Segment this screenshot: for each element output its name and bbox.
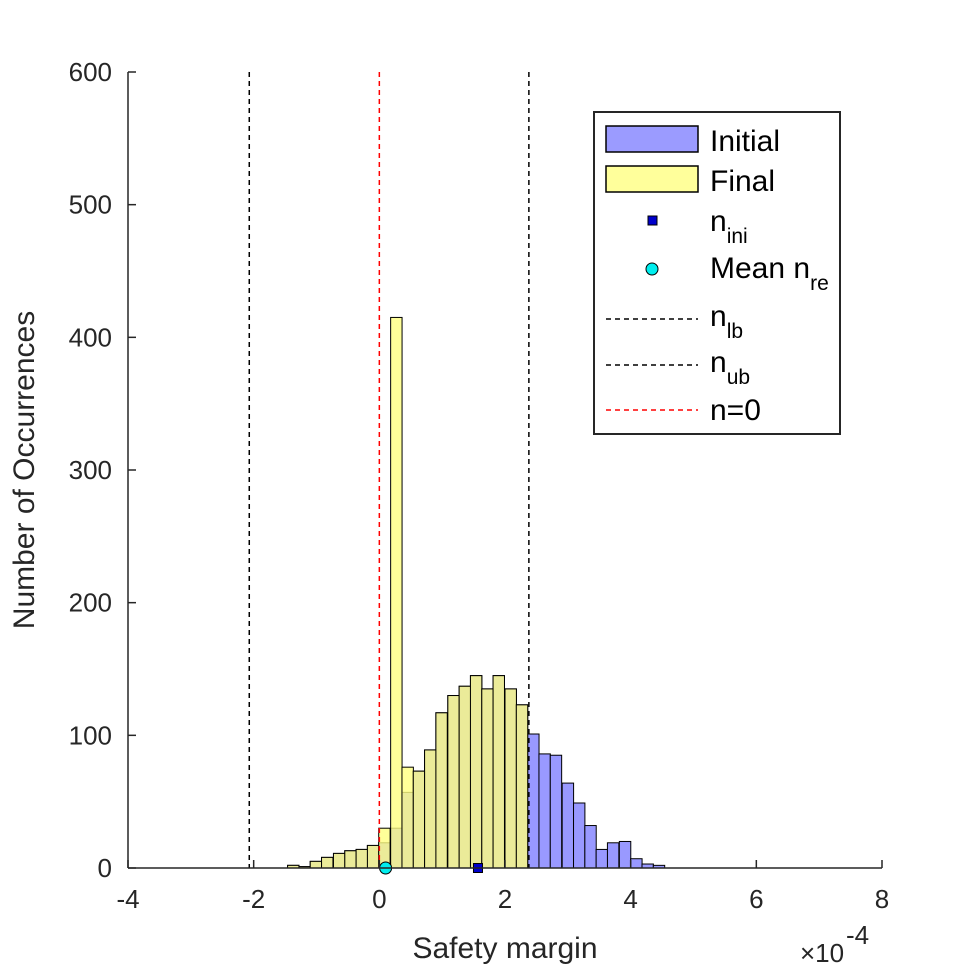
x-tick-label: -2: [242, 884, 265, 914]
x-tick-label: 2: [498, 884, 512, 914]
bar-final-9: [390, 316, 403, 869]
y-tick-label: 0: [98, 853, 112, 883]
bar-initial-26: [584, 825, 597, 869]
legend: Initial Final nini Mean nre nlb nub n=0: [593, 111, 841, 435]
legend-label-initial: Initial: [710, 125, 780, 158]
bar-final-11: [412, 770, 426, 869]
bar-initial-24: [561, 782, 575, 869]
y-tick-label: 100: [69, 720, 112, 750]
bar-final-2: [309, 860, 323, 869]
legend-label-n-ini: nini: [710, 205, 748, 248]
bar-final-19: [504, 688, 517, 869]
bar-initial-30: [630, 858, 643, 869]
x-tick-label: 4: [623, 884, 637, 914]
bar-final-6: [355, 848, 369, 869]
y-axis-title: Number of Occurrences: [8, 311, 41, 629]
bar-final-3: [321, 856, 334, 869]
x-tick-label: 0: [372, 884, 386, 914]
legend-marker-mean-n-re: [645, 262, 659, 276]
bar-initial-22: [538, 753, 551, 869]
x-tick-label: 8: [875, 884, 889, 914]
bar-initial-28: [606, 842, 620, 869]
legend-swatch-final: [605, 165, 699, 193]
legend-marker-n-ini: [647, 215, 658, 226]
y-tick-label: 300: [69, 455, 112, 485]
x-exponent-power: -4: [846, 920, 869, 950]
y-tick-label: 500: [69, 190, 112, 220]
bar-initial-29: [618, 840, 632, 869]
bar-final-13: [435, 712, 448, 869]
bar-initial-23: [549, 754, 563, 869]
legend-label-n-ub: nub: [710, 346, 750, 389]
x-tick-label: 6: [749, 884, 763, 914]
x-exponent-base: ×10: [800, 938, 844, 968]
bar-final-20: [515, 704, 529, 869]
x-tick-label: -4: [116, 884, 139, 914]
legend-label-n-zero: n=0: [710, 394, 761, 427]
y-tick-label: 200: [69, 588, 112, 618]
bar-initial-27: [595, 848, 609, 869]
bar-final-14: [447, 695, 460, 869]
x-axis-title: Safety margin: [412, 932, 597, 965]
y-tick-label: 600: [69, 57, 112, 87]
legend-label-final: Final: [710, 165, 775, 198]
bar-final-5: [344, 850, 357, 869]
bar-final-15: [458, 685, 472, 869]
bar-final-4: [332, 852, 346, 869]
bar-initial-25: [572, 802, 586, 869]
bar-final-17: [481, 688, 494, 869]
legend-swatch-initial: [605, 125, 699, 153]
y-tick-label: 400: [69, 322, 112, 352]
axis-ticks: -4 -2 0 2 4 6 8 0 100 200 300 400 500 600: [69, 57, 890, 914]
legend-label-mean-n-re: Mean nre: [710, 252, 829, 295]
legend-label-n-lb: nlb: [710, 300, 743, 343]
bar-final-16: [469, 675, 483, 869]
bar-final-18: [492, 675, 505, 869]
bar-final-10: [401, 766, 414, 869]
reference-lines: [248, 72, 530, 868]
bar-final-12: [424, 749, 437, 869]
bar-final-7: [366, 844, 380, 869]
